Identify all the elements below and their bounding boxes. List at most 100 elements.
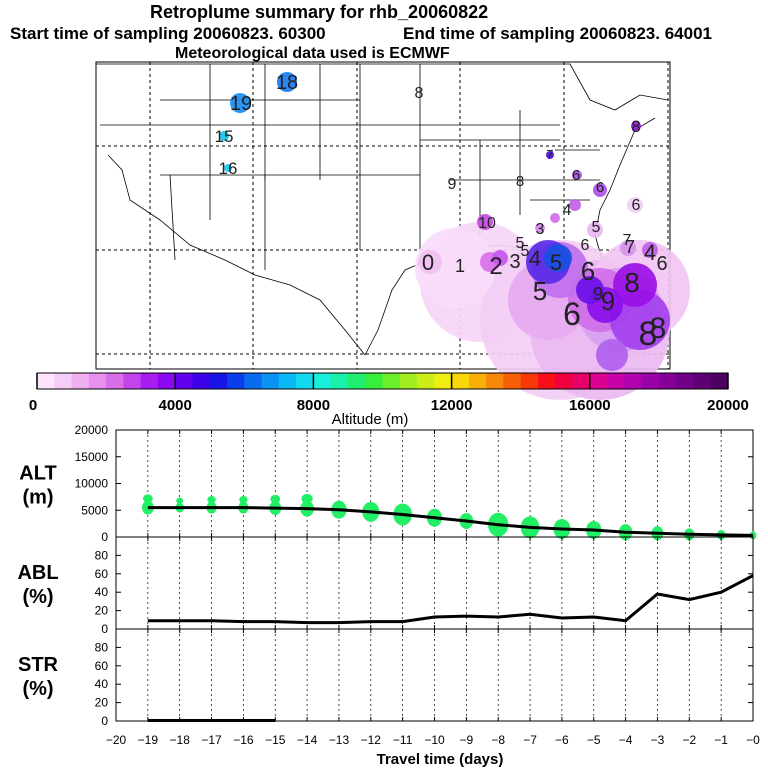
- x-tick-label: −4: [619, 733, 633, 747]
- x-tick-label: −1: [714, 733, 728, 747]
- colorbar-swatch: [486, 373, 504, 389]
- plume-circle: [627, 197, 643, 213]
- map-day-label: 7: [623, 232, 632, 249]
- x-tick-label: −3: [651, 733, 665, 747]
- plume-circle: [642, 242, 658, 258]
- met-data-label: Meteorological data used is ECMWF: [175, 45, 450, 62]
- y-tick-label: 5000: [81, 503, 108, 517]
- plume-circle: [415, 228, 495, 308]
- map-day-label: 1: [455, 256, 465, 276]
- plume-circle: [631, 121, 641, 131]
- y-tick-label: 60: [95, 659, 109, 673]
- map-day-label: 9: [593, 284, 603, 304]
- plume-circle: [587, 222, 603, 238]
- map-day-label: 8: [415, 85, 424, 102]
- map-day-label: 9: [448, 176, 457, 193]
- altitude-dot: [239, 495, 248, 504]
- x-tick-label: −6: [555, 733, 569, 747]
- map-day-label: 2: [489, 253, 502, 280]
- x-tick-label: −14: [297, 733, 318, 747]
- colorbar-tick-label: 4000: [159, 397, 192, 414]
- colorbar-swatch: [503, 373, 522, 389]
- x-tick-label: −13: [329, 733, 350, 747]
- altitude-dot: [301, 493, 313, 504]
- end-time-label: End time of sampling 20060823. 64001: [403, 24, 712, 43]
- plume-circle: [550, 213, 560, 223]
- x-axis-label: Travel time (days): [377, 751, 504, 768]
- y-tick-label: 80: [95, 548, 109, 562]
- colorbar-swatch: [365, 373, 383, 389]
- map-day-label: 18: [276, 72, 298, 94]
- y-tick-label: 60: [95, 567, 109, 581]
- colorbar-swatch: [123, 373, 142, 389]
- x-tick-label: −2: [682, 733, 696, 747]
- map-day-label: 5: [521, 243, 530, 260]
- colorbar-swatch: [106, 373, 124, 389]
- map-day-label: 3: [536, 221, 545, 238]
- map-day-label: 4: [563, 202, 572, 219]
- colorbar-swatch: [330, 373, 349, 389]
- colorbar-swatch: [555, 373, 574, 389]
- colorbar-swatch: [347, 373, 366, 389]
- colorbar-swatch: [607, 373, 625, 389]
- start-time-label: Start time of sampling 20060823. 60300: [10, 24, 326, 43]
- map-day-label: 4: [529, 246, 541, 271]
- series-line-abl: [147, 574, 754, 625]
- chart-title: Retroplume summary for rhb_20060822: [150, 2, 489, 22]
- y-axis-label: STR: [18, 654, 59, 676]
- y-tick-label: 40: [95, 585, 109, 599]
- map-day-label: 19: [230, 93, 252, 115]
- x-tick-label: −10: [424, 733, 445, 747]
- colorbar-swatch: [54, 373, 73, 389]
- colorbar-swatch: [693, 373, 712, 389]
- colorbar-swatch: [658, 373, 677, 389]
- panel-str: 0 20 40 60 80 STR(%): [18, 628, 754, 728]
- y-axis-label: ABL: [17, 562, 58, 584]
- map-day-label: 6: [581, 256, 595, 286]
- x-tick-label: −7: [523, 733, 537, 747]
- y-tick-label: 20000: [75, 423, 109, 437]
- colorbar-swatch: [192, 373, 211, 389]
- colorbar-swatch: [175, 373, 193, 389]
- map-day-label: 5: [592, 219, 601, 236]
- x-tick-label: −17: [201, 733, 222, 747]
- plume-circle: [610, 290, 670, 350]
- colorbar-swatch: [641, 373, 660, 389]
- colorbar-swatch: [676, 373, 694, 389]
- colorbar-tick-label: 16000: [569, 397, 611, 414]
- map-day-label: 15: [215, 127, 234, 146]
- plume-circle: [569, 199, 581, 211]
- map-day-label: 7: [546, 147, 553, 162]
- x-tick-label: −18: [170, 733, 191, 747]
- colorbar-swatch: [399, 373, 418, 389]
- plume-circle: [613, 263, 657, 307]
- colorbar-swatch: [140, 373, 159, 389]
- colorbar-swatch: [468, 373, 487, 389]
- plume-circle: [593, 183, 607, 197]
- y-axis-label-unit: (m): [22, 487, 53, 509]
- y-axis-label-unit: (%): [22, 678, 53, 700]
- map-day-label: 5: [550, 250, 562, 275]
- map-day-label: 5: [516, 235, 525, 252]
- colorbar-tick-label: 20000: [707, 397, 749, 414]
- map-day-label: 8: [624, 267, 640, 298]
- y-tick-label: 40: [95, 677, 109, 691]
- plume-circle: [219, 131, 229, 141]
- plume-circle: [576, 276, 604, 304]
- colorbar-swatch: [227, 373, 245, 389]
- map-day-label: 16: [219, 159, 238, 178]
- plume-circle: [620, 240, 636, 256]
- x-tick-label: −11: [393, 733, 413, 747]
- map-day-label: 3: [509, 251, 520, 273]
- time-series-panels: 05000100001500020000ALT(m)020406080ABL(%…: [17, 423, 760, 747]
- map-day-label: 6: [656, 253, 667, 275]
- map-day-label: 9: [601, 286, 615, 316]
- header: Retroplume summary for rhb_20060822 Star…: [0, 0, 768, 62]
- altitude-dot: [176, 497, 184, 504]
- x-tick-label: −12: [361, 733, 382, 747]
- colorbar-swatch: [296, 373, 314, 389]
- y-tick-label: 80: [95, 640, 109, 654]
- x-tick-label: −8: [491, 733, 505, 747]
- y-tick-label: 0: [101, 530, 108, 544]
